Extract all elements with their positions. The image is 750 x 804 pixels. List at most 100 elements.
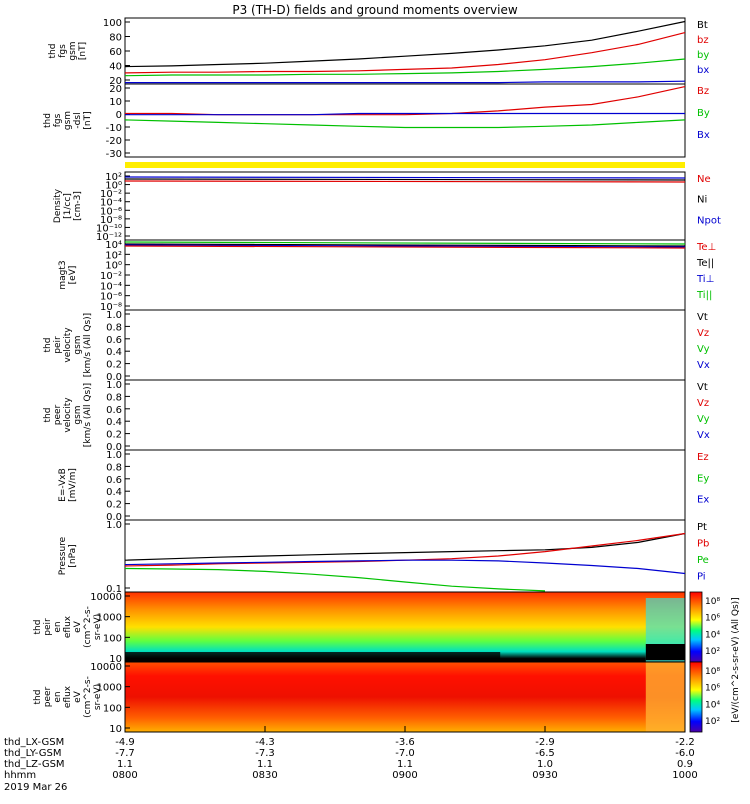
panel-frame xyxy=(124,309,686,381)
y-tick-label: 80 xyxy=(109,33,122,44)
axis-row-value: 0930 xyxy=(532,770,557,781)
legend-entry: Ne xyxy=(697,174,711,185)
legend-entry: Bx xyxy=(697,130,710,141)
legend-entry: Bz xyxy=(697,86,709,97)
density-trace xyxy=(124,178,686,181)
y-axis-label-line: velocity xyxy=(63,327,73,363)
colorbar-tick-label: 10² xyxy=(705,717,720,727)
quality-flag-bar xyxy=(125,162,685,168)
colorbar-label: [eV/(cm^2-s-sr-eV) (All Qs)] xyxy=(731,597,741,722)
axis-row-value: 1000 xyxy=(672,770,697,781)
y-tick-label: 0.0 xyxy=(106,372,122,383)
panel-frame xyxy=(124,379,686,451)
y-tick-label: 0.6 xyxy=(106,475,122,486)
legend-entry: bz xyxy=(697,35,709,46)
y-tick-label: 1.0 xyxy=(106,520,122,531)
legend-entry: Ti|| xyxy=(696,290,712,301)
series-line-Pi xyxy=(124,559,686,575)
y-axis-label-line: -dsl xyxy=(73,112,83,128)
y-tick-label: 1.0 xyxy=(106,450,122,461)
axis-row-value: -7.3 xyxy=(255,748,275,759)
axis-row-label: thd_LZ-GSM xyxy=(4,759,65,770)
series-line-by xyxy=(124,58,686,77)
legend-entry: By xyxy=(697,108,710,119)
y-tick-label: 0.4 xyxy=(106,487,122,498)
y-axis-label-line: peir xyxy=(53,336,63,354)
y-axis-label-line: gsm xyxy=(68,41,78,60)
legend-entry: Npot xyxy=(697,215,721,226)
y-axis-label-line: magt3 xyxy=(58,260,68,289)
axis-row-value: -2.9 xyxy=(535,737,555,748)
axis-row-value: 0800 xyxy=(112,770,137,781)
temperature-trace xyxy=(124,241,686,245)
y-tick-label: 0.1 xyxy=(106,584,122,595)
y-axis-label-line: [nPa] xyxy=(68,544,78,567)
panel-frame xyxy=(124,239,686,311)
legend-entry: Pt xyxy=(697,522,707,533)
y-axis-label-line: [km/s (All Qs)] xyxy=(83,383,93,447)
y-tick-label: 0.2 xyxy=(106,500,122,511)
y-tick-label: 10⁻⁴ xyxy=(100,198,122,209)
y-tick-label: 1000 xyxy=(97,683,122,694)
y-axis-label-line: Density xyxy=(53,188,63,223)
y-axis-label-line: peer xyxy=(53,404,63,425)
y-axis-label-line: [km/s (All Qs)] xyxy=(83,313,93,377)
series-line-Pb xyxy=(124,532,686,567)
legend-entry: Pb xyxy=(697,539,709,550)
y-axis-label-line: velocity xyxy=(63,397,73,433)
y-tick-label: 10 xyxy=(109,97,122,108)
y-tick-label: 10⁻¹² xyxy=(96,232,122,243)
axis-row-label: thd_LX-GSM xyxy=(4,737,64,748)
y-tick-label: 0.8 xyxy=(106,392,122,403)
y-tick-label: 20 xyxy=(109,84,122,95)
y-tick-label: 10⁻⁶ xyxy=(100,206,122,217)
y-tick-label: 0.8 xyxy=(106,462,122,473)
y-tick-label: 10² xyxy=(105,172,122,183)
y-tick-label: 10000 xyxy=(90,662,122,673)
legend-entry: Vy xyxy=(697,344,710,355)
series-line-Bx xyxy=(125,112,685,116)
y-tick-label: 0.0 xyxy=(106,512,122,523)
axis-row-value: 1.1 xyxy=(257,759,273,770)
y-axis-label-line: [nT] xyxy=(83,111,93,129)
y-axis-label-line: en xyxy=(53,621,63,632)
y-axis-label-line: [cm-3] xyxy=(73,191,83,221)
panel-frame xyxy=(124,519,686,593)
panel-peer_velocity: 1.00.8 0.60.4 0.20.0 thd peer velocity gsm [km/… xyxy=(43,379,710,453)
y-tick-label: 10⁻⁸ xyxy=(100,302,122,313)
spectrogram-band xyxy=(645,662,685,732)
y-tick-label: 10⁴ xyxy=(105,240,122,251)
y-tick-label: -30 xyxy=(106,149,122,160)
y-tick-label: 100 xyxy=(103,633,122,644)
axis-row-value: -7.7 xyxy=(115,748,135,759)
date-label: 2019 Mar 26 xyxy=(4,782,67,793)
axis-row-value: 0.9 xyxy=(677,759,693,770)
y-tick-label: 0.0 xyxy=(106,442,122,453)
axis-row-value: -4.3 xyxy=(255,737,275,748)
y-axis-label-line: gsm xyxy=(73,405,83,424)
y-axis-label-line: eV xyxy=(73,620,83,633)
panel-peir_velocity: 1.00.8 0.60.4 0.20.0 thd peir velocity gsm [km/… xyxy=(43,309,710,383)
time-axis: thd_LX-GSM -4.9 -4.3 -3.6 -2.9 -2.2 thd_LY-GSM… xyxy=(4,726,698,793)
colorbar-tick-label: 10⁶ xyxy=(705,614,720,624)
y-tick-label: 100 xyxy=(103,18,122,29)
colorbar-tick-label: 10⁸ xyxy=(705,667,720,677)
y-axis-label-line: [1/cc] xyxy=(63,193,73,219)
legend-entry: Ti⊥ xyxy=(696,274,714,285)
legend-entry: bx xyxy=(697,65,709,76)
axis-row-label: thd_LY-GSM xyxy=(4,748,61,759)
colorbar-tick-label: 10⁸ xyxy=(705,597,720,607)
panel-pressure: 1.0 0.1 Pressure [nPa] Pt Pb Pe Pi xyxy=(58,519,709,595)
y-axis-label-line: (cm^2-s- xyxy=(83,676,93,718)
y-axis-label-line: peer xyxy=(43,686,53,707)
legend-entry: Bt xyxy=(697,20,708,31)
temperature-trace xyxy=(124,243,686,247)
panel-density: 10²10⁰10⁻²10⁻⁴10⁻⁶10⁻⁸10⁻¹⁰10⁻¹²Density[… xyxy=(53,171,721,243)
panel-peer_en_eflux: 10000 1000 100 10 thd peer en eflux eV (cm^2-s-sr… xyxy=(33,661,720,735)
legend-entry: Pi xyxy=(697,572,706,583)
y-axis-label-line: (cm^2-s- xyxy=(83,606,93,648)
spectrogram xyxy=(125,592,685,662)
legend-entry: Pe xyxy=(697,555,709,566)
y-tick-label: -10 xyxy=(106,123,122,134)
